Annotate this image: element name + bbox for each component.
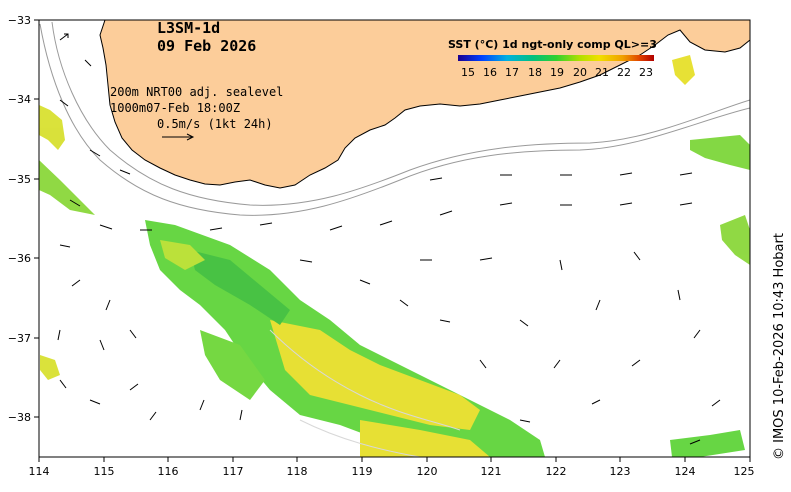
x-tick-label: 119	[352, 465, 373, 478]
scale-arrow-icon	[162, 133, 195, 141]
legend-tick-label: 19	[550, 66, 564, 79]
legend-tick-label: 20	[573, 66, 587, 79]
y-tick-label: −36	[8, 252, 31, 265]
contour-info-line2: 1000m07-Feb 18:00Z	[110, 101, 240, 115]
map-title: L3SM-1d	[157, 19, 220, 37]
map-frame	[38, 19, 751, 458]
x-tick-label: 122	[546, 465, 567, 478]
x-tick-label: 115	[94, 465, 115, 478]
x-tick-label: 118	[287, 465, 308, 478]
y-tick-label: −38	[8, 411, 31, 424]
y-tick-label: −37	[8, 332, 31, 345]
legend-tick-label: 22	[617, 66, 631, 79]
legend-tick-label: 17	[505, 66, 519, 79]
legend-tick-label: 16	[483, 66, 497, 79]
x-tick-label: 121	[481, 465, 502, 478]
imos-credit: © IMOS 10-Feb-2026 10:43 Hobart	[772, 233, 787, 460]
current-vectors	[57, 33, 721, 445]
legend-tick-labels: 15 16 17 18 19 20 21 22 23	[461, 66, 653, 79]
contour-info-line1: 200m NRT00 adj. sealevel	[110, 85, 283, 99]
y-axis-labels: −33 −34 −35 −36 −37 −38	[8, 14, 31, 424]
x-tick-label: 114	[29, 465, 50, 478]
legend-tick-label: 15	[461, 66, 475, 79]
x-tick-label: 124	[675, 465, 696, 478]
y-tick-label: −34	[8, 93, 31, 106]
x-tick-label: 116	[158, 465, 179, 478]
axis-ticks	[34, 19, 751, 462]
sst-patches	[39, 55, 750, 457]
y-tick-label: −33	[8, 14, 31, 27]
colorbar	[458, 55, 654, 61]
legend-title: SST (°C) 1d ngt-only comp QL>=3	[448, 38, 657, 51]
x-axis-labels: 114 115 116 117 118 119 120 121 122 123 …	[29, 465, 755, 478]
y-tick-label: −35	[8, 173, 31, 186]
x-tick-label: 123	[610, 465, 631, 478]
x-tick-label: 125	[734, 465, 755, 478]
sst-isotherms	[269, 329, 461, 457]
legend-tick-label: 23	[639, 66, 653, 79]
x-tick-label: 117	[223, 465, 244, 478]
land-australia	[99, 20, 750, 189]
scale-label: 0.5m/s (1kt 24h)	[157, 117, 273, 131]
legend-tick-label: 21	[595, 66, 609, 79]
legend-tick-label: 18	[528, 66, 542, 79]
map-date: 09 Feb 2026	[157, 37, 256, 55]
x-tick-label: 120	[417, 465, 438, 478]
